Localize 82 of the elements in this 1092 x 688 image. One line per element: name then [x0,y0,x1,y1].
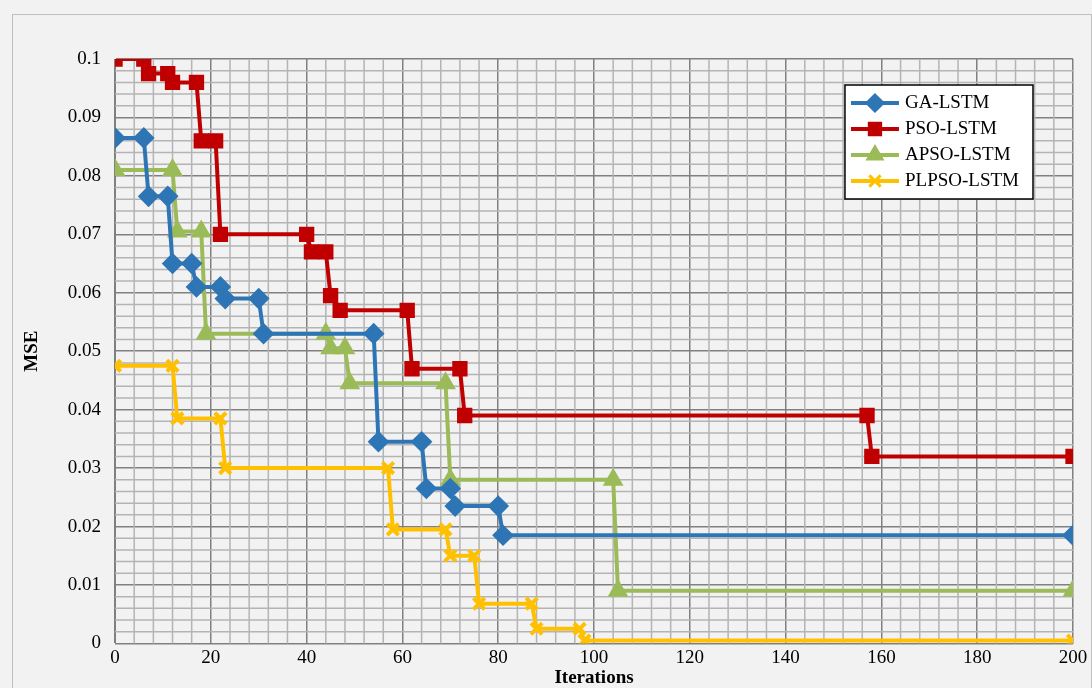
point [488,496,509,517]
y-tick-label: 0.09 [67,105,102,127]
point [440,478,461,499]
point [248,288,269,309]
point [163,160,182,177]
x-axis-title: Iterations [554,665,634,687]
point [437,521,454,538]
point [471,596,487,612]
legend-label: APSO-LSTM [904,142,1011,164]
y-tick-label: 0.07 [67,222,102,244]
point [168,221,187,238]
x-tick-label: 200 [1058,645,1088,667]
x-tick-label: 140 [771,645,800,667]
y-tick-label: 0.03 [67,456,102,478]
legend-label: GA-LSTM [904,90,990,112]
point [193,133,209,149]
point [332,302,348,318]
point [528,621,545,637]
point [188,74,205,91]
point [457,407,473,424]
point [452,361,468,377]
point [197,323,215,340]
point [445,496,466,517]
point [192,221,211,238]
x-tick-label: 180 [962,645,992,667]
point [253,323,274,344]
x-tick-label: 80 [488,645,508,667]
y-tick-label: 0.05 [67,339,102,361]
point [385,521,401,538]
point [524,596,540,612]
y-tick-label: 0 [91,631,102,653]
point [399,302,415,318]
point [212,410,229,427]
point [318,244,334,260]
point [493,525,514,546]
y-tick-label: 0.04 [67,397,102,419]
point [207,133,224,149]
y-tick-label: 0.06 [67,280,102,302]
y-tick-label: 0.08 [67,163,102,185]
point [322,288,339,304]
point [157,186,178,207]
x-tick-label: 20 [201,645,221,667]
point [164,74,181,91]
point [133,127,154,148]
point [411,431,432,452]
x-tick-label: 40 [297,645,317,667]
x-tick-label: 120 [675,645,705,667]
legend-label: PLPSO-LSTM [904,168,1020,190]
point [181,253,202,274]
point [217,460,233,476]
point [169,410,185,427]
point [164,358,181,374]
x-tick-label: 100 [579,645,609,667]
point [416,478,437,499]
point [212,226,229,242]
point [138,186,159,207]
legend-label: PSO-LSTM [904,116,997,138]
point [186,276,207,297]
point [442,548,458,564]
y-tick-label: 0.02 [67,514,102,536]
y-tick-label: 0.01 [67,572,102,594]
point [363,323,384,344]
point [162,253,183,274]
x-tick-label: 160 [867,645,896,667]
point [368,431,389,452]
point [340,373,359,390]
y-axis-title: MSE [20,330,42,372]
point [336,338,354,355]
point [859,407,875,424]
point [404,361,420,377]
x-tick-label: 0 [110,645,120,667]
point [321,338,340,355]
point [303,244,320,260]
point [436,373,455,390]
x-tick-label: 60 [392,645,412,667]
point [864,448,880,465]
point [466,548,482,564]
y-tick-label: 0.1 [77,46,102,68]
point [140,65,157,82]
point [215,288,236,309]
point [380,460,396,476]
point [298,226,315,242]
